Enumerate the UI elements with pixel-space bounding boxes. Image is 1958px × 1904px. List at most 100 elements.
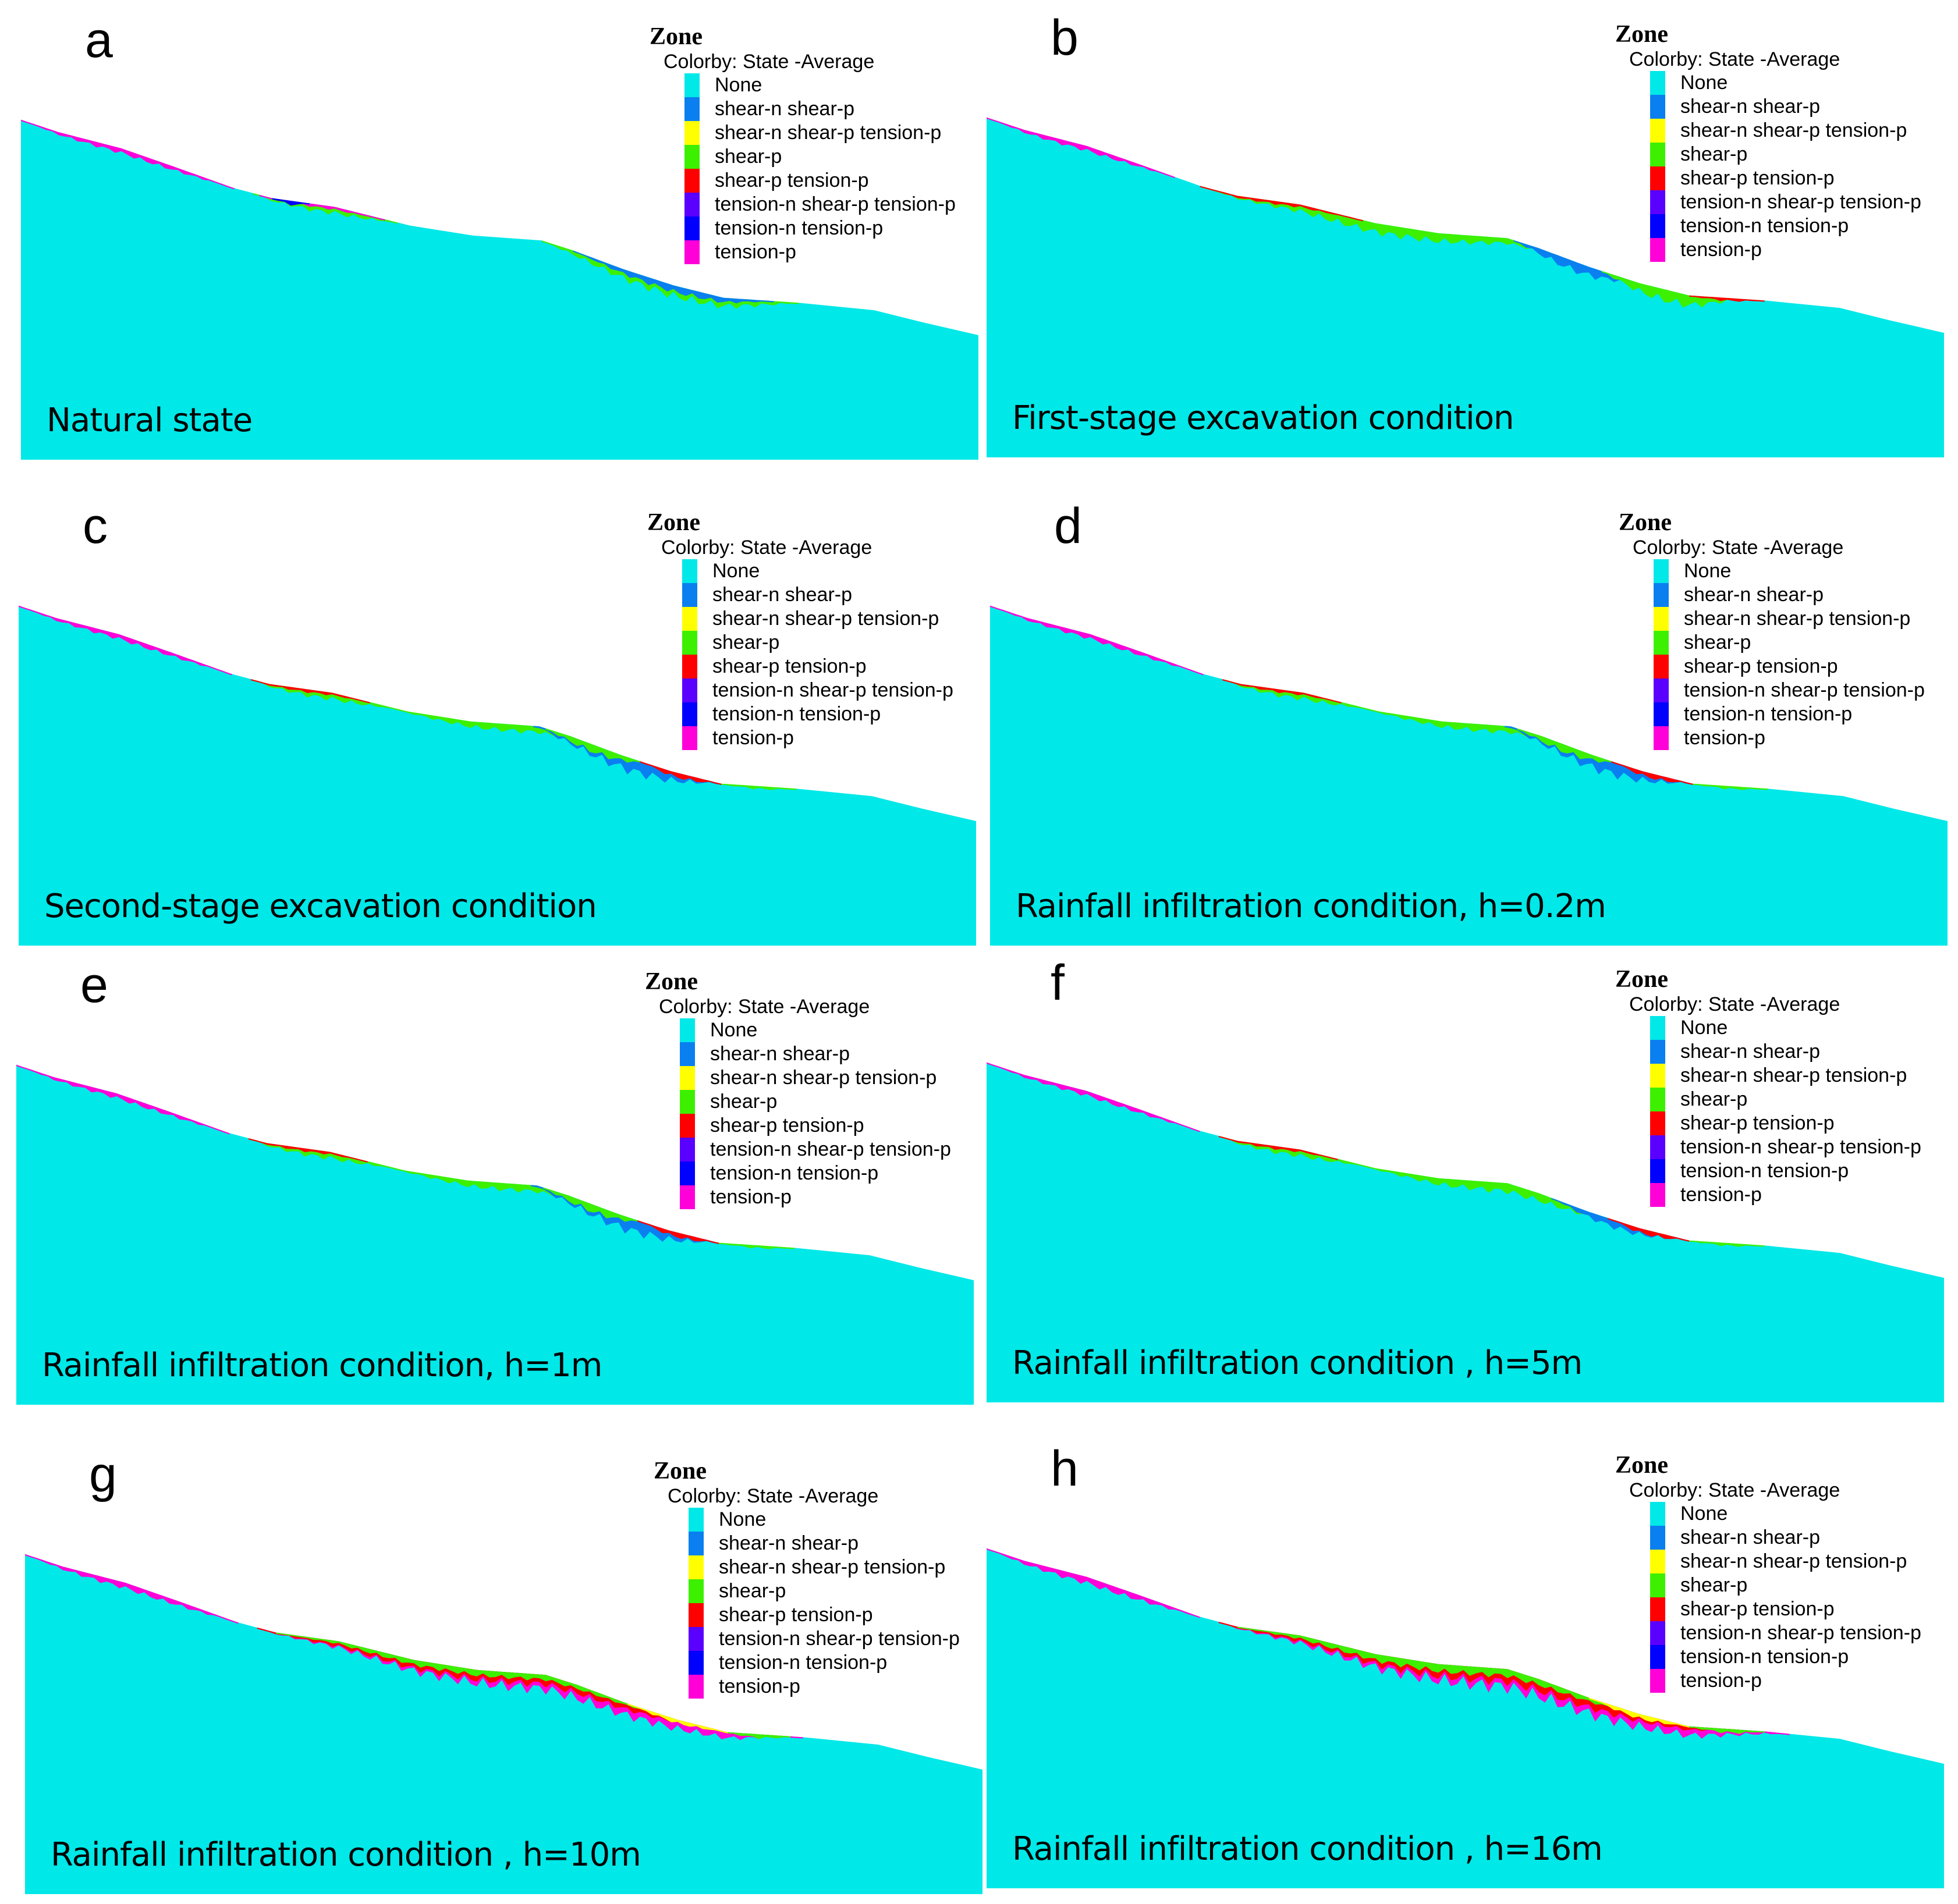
legend-item: tension-n tension-p bbox=[1615, 1645, 1921, 1669]
legend-swatch bbox=[1654, 726, 1669, 750]
legend-label: shear-p bbox=[712, 631, 780, 653]
legend-swatch bbox=[1650, 1621, 1665, 1645]
panel-caption: Rainfall infiltration condition , h=10m bbox=[51, 1836, 641, 1874]
plastic-zone bbox=[1588, 1697, 1690, 1728]
plastic-zone bbox=[545, 728, 646, 765]
legend-label: shear-n shear-p tension-p bbox=[715, 122, 942, 144]
legend-label: shear-n shear-p bbox=[719, 1532, 859, 1554]
legend-item: shear-n shear-p bbox=[1619, 583, 1925, 607]
legend-swatch bbox=[682, 655, 697, 679]
legend-swatch bbox=[689, 1675, 704, 1699]
legend-swatch bbox=[1650, 1502, 1665, 1526]
legend-swatch bbox=[689, 1627, 704, 1651]
slope-model bbox=[21, 119, 978, 460]
legend-item: tension-n shear-p tension-p bbox=[647, 679, 953, 702]
zone-legend: Zone Colorby: State -Average None shear-n s… bbox=[1615, 1452, 1921, 1693]
panel-caption: Rainfall infiltration condition , h=16m bbox=[1012, 1830, 1603, 1868]
legend-swatch bbox=[682, 726, 697, 750]
legend-swatch bbox=[680, 1185, 695, 1209]
legend-label: shear-p tension-p bbox=[715, 169, 869, 191]
legend-label: tension-n shear-p tension-p bbox=[1684, 679, 1925, 701]
legend-label: tension-p bbox=[1684, 727, 1765, 749]
plastic-zone bbox=[627, 1703, 728, 1734]
panel-d: d Zone Colorby: State -Average None shear-n … bbox=[990, 486, 1948, 951]
plastic-zone bbox=[250, 679, 370, 704]
legend-swatch bbox=[1650, 214, 1665, 238]
legend-item: tension-n tension-p bbox=[1615, 214, 1921, 238]
plastic-zone bbox=[1517, 728, 1618, 765]
slope-model bbox=[987, 117, 1944, 457]
legend-label: shear-p bbox=[1680, 1088, 1748, 1110]
legend-label: shear-p tension-p bbox=[1680, 1112, 1835, 1134]
legend-item: None bbox=[1615, 71, 1921, 95]
plastic-zone bbox=[719, 1242, 794, 1249]
plastic-zone bbox=[248, 1138, 368, 1163]
legend-swatch bbox=[682, 679, 697, 702]
legend-label: tension-n shear-p tension-p bbox=[1680, 1622, 1921, 1644]
legend-item: tension-n tension-p bbox=[1615, 1159, 1921, 1183]
panel-letter: b bbox=[1051, 10, 1079, 66]
legend-item: shear-p tension-p bbox=[1615, 166, 1921, 190]
legend-label: shear-n shear-p bbox=[1680, 95, 1821, 118]
panel-letter: h bbox=[1051, 1441, 1079, 1497]
panel-letter: e bbox=[80, 957, 108, 1013]
legend-label: tension-p bbox=[710, 1186, 792, 1208]
panel-a: a Zone Colorby: State -Average None shear-n … bbox=[21, 0, 978, 466]
legend-swatch bbox=[684, 193, 700, 216]
panel-h: h Zone Colorby: State -Average None shear-n … bbox=[987, 1429, 1944, 1894]
legend-label: shear-n shear-p bbox=[1680, 1040, 1821, 1063]
legend-swatch bbox=[1654, 631, 1669, 655]
legend-swatch bbox=[1650, 143, 1665, 166]
legend-label: shear-p tension-p bbox=[710, 1114, 864, 1136]
panel-caption: Rainfall infiltration condition, h=0.2m bbox=[1016, 887, 1606, 925]
legend-swatch bbox=[1650, 238, 1665, 262]
legend-swatch bbox=[684, 216, 700, 240]
plastic-zone bbox=[1693, 783, 1768, 790]
legend-swatch bbox=[684, 240, 700, 264]
panel-caption: Rainfall infiltration condition, h=1m bbox=[42, 1347, 602, 1384]
legend-label: tension-n shear-p tension-p bbox=[1680, 1136, 1921, 1158]
plastic-zone bbox=[987, 1062, 1200, 1132]
panel-g: g Zone Colorby: State -Average None shear-n … bbox=[25, 1434, 982, 1900]
legend-swatch bbox=[1650, 1111, 1665, 1135]
legend-item: shear-p bbox=[1619, 631, 1925, 655]
legend-label: tension-n tension-p bbox=[1680, 1160, 1849, 1182]
legend-colorby: Colorby: State -Average bbox=[668, 1485, 879, 1507]
legend-swatch bbox=[1654, 702, 1669, 726]
panel-letter: d bbox=[1054, 498, 1082, 554]
legend-label: shear-n shear-p tension-p bbox=[1684, 608, 1911, 630]
zone-legend: Zone Colorby: State -Average None shear-n s… bbox=[650, 23, 956, 264]
legend-label: tension-n shear-p tension-p bbox=[710, 1138, 951, 1160]
legend-colorby: Colorby: State -Average bbox=[1629, 1479, 1840, 1501]
legend-label: shear-n shear-p tension-p bbox=[1680, 1550, 1907, 1572]
legend-item: shear-p bbox=[1615, 143, 1921, 166]
legend-item: tension-p bbox=[650, 240, 956, 264]
legend-label: shear-p tension-p bbox=[1680, 167, 1835, 189]
legend-item: None bbox=[650, 73, 956, 97]
plastic-zone bbox=[987, 1548, 1200, 1618]
zone-legend: Zone Colorby: State -Average None shear-n s… bbox=[645, 968, 951, 1209]
plastic-zone bbox=[728, 1732, 791, 1739]
legend-swatch bbox=[1650, 1669, 1665, 1693]
slope-body bbox=[987, 1548, 1944, 1888]
legend-title: Zone bbox=[650, 23, 703, 50]
legend-label: None bbox=[712, 560, 760, 582]
legend-label: None bbox=[715, 74, 762, 96]
plastic-zone bbox=[721, 783, 797, 790]
slope-body bbox=[19, 605, 976, 946]
zone-legend: Zone Colorby: State -Average None shear-n s… bbox=[1615, 966, 1921, 1207]
legend-item: shear-p tension-p bbox=[654, 1603, 960, 1627]
legend-swatch bbox=[680, 1042, 695, 1066]
plastic-zone bbox=[1237, 1626, 1665, 1722]
plastic-zone bbox=[19, 605, 232, 676]
legend-label: tension-n tension-p bbox=[712, 703, 881, 725]
legend-swatch bbox=[1650, 1040, 1665, 1064]
legend-label: shear-p bbox=[710, 1090, 778, 1113]
legend-item: None bbox=[647, 559, 953, 583]
slope-body bbox=[16, 1064, 974, 1405]
legend-label: tension-n tension-p bbox=[1680, 1646, 1849, 1668]
slope-model bbox=[987, 1062, 1944, 1402]
panel-letter: f bbox=[1051, 955, 1065, 1011]
slope-body bbox=[987, 117, 1944, 457]
legend-item: tension-p bbox=[1615, 238, 1921, 262]
